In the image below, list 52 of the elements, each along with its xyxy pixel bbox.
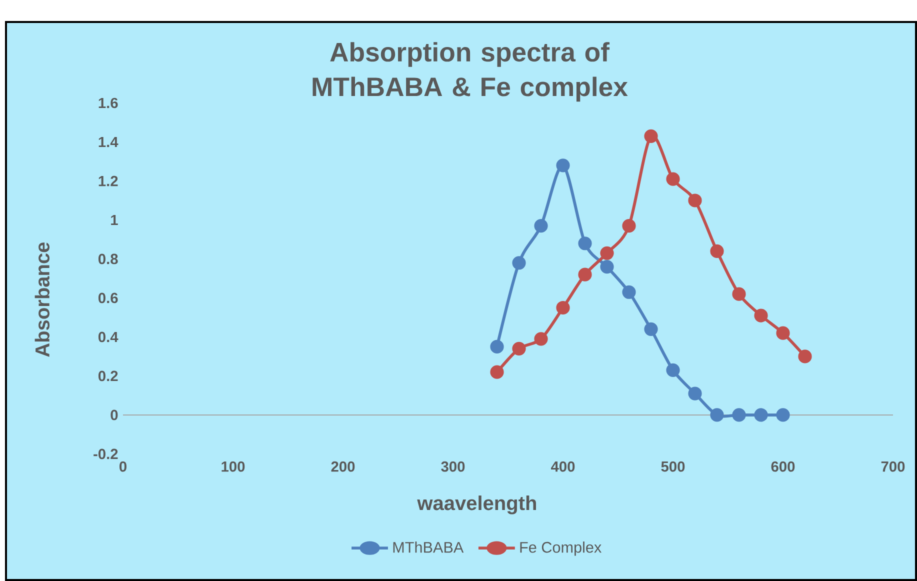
point <box>490 365 504 379</box>
point <box>776 326 790 340</box>
y-tick-label: 0.8 <box>98 254 118 264</box>
point <box>754 308 768 322</box>
point <box>732 287 746 301</box>
y-tick-label: 1.4 <box>98 136 118 148</box>
x-tick-label: 300 <box>441 461 465 472</box>
point <box>644 322 658 336</box>
y-tick-label: 1 <box>111 214 118 226</box>
point <box>688 386 702 400</box>
y-tick-label: 1.6 <box>98 98 118 108</box>
point <box>534 219 548 233</box>
x-tick-label: 0 <box>120 461 126 472</box>
point <box>666 172 680 186</box>
y-tick-label: 1.2 <box>98 176 118 186</box>
y-tick-label: 0.4 <box>98 332 118 342</box>
point <box>490 340 504 354</box>
y-tick-label: 0.6 <box>98 292 118 304</box>
point <box>512 342 526 356</box>
point <box>600 246 614 260</box>
y-tick-label: 0.2 <box>98 370 118 382</box>
point <box>622 285 636 299</box>
point <box>512 256 526 270</box>
point <box>534 332 548 346</box>
x-tick-label: 400 <box>551 461 575 472</box>
point <box>578 268 592 282</box>
y-axis-title: Absorbance <box>34 242 50 357</box>
point <box>688 194 702 208</box>
legend-label: MThBABA <box>393 542 464 553</box>
point <box>798 350 812 364</box>
x-tick-label: 600 <box>771 461 795 472</box>
y-tick-label: -0.2 <box>94 448 118 460</box>
point <box>754 408 768 422</box>
point <box>556 158 570 172</box>
chart-title: Absorption spectra of MThBABA & Fe complex <box>312 42 628 102</box>
point <box>776 408 790 422</box>
y-tick-label: 0 <box>110 410 118 420</box>
point <box>666 363 680 377</box>
x-axis-title: waavelength <box>417 496 536 514</box>
x-tick-label: 700 <box>881 461 905 472</box>
point <box>578 236 592 250</box>
point <box>710 408 724 422</box>
point <box>556 300 570 315</box>
point <box>710 244 724 258</box>
legend-label: Fe Complex <box>520 542 602 556</box>
x-tick-label: 500 <box>661 461 685 472</box>
x-tick-label: 100 <box>222 461 245 472</box>
x-tick-label: 200 <box>331 461 355 472</box>
point <box>600 260 614 274</box>
point <box>622 219 636 233</box>
point <box>732 408 746 422</box>
point <box>644 129 658 143</box>
